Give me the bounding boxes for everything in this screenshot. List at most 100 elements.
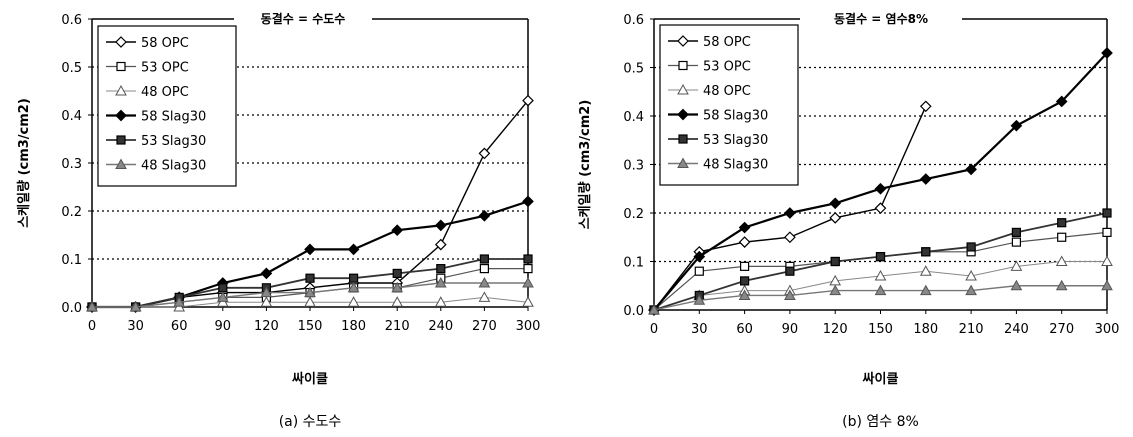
x-tick-label: 60: [736, 322, 753, 337]
legend-label: 58 OPC: [703, 35, 751, 50]
marker-s4-p5: [875, 252, 886, 262]
x-axis-title: 싸이클: [863, 371, 899, 387]
marker-s1-p9: [1057, 232, 1067, 242]
y-tick-label: 0.5: [623, 62, 644, 77]
x-tick-label: 120: [254, 319, 279, 334]
legend-label: 48 Slag30: [141, 159, 206, 174]
y-tick-label: 0.4: [61, 109, 82, 124]
marker-s4-p9: [479, 254, 489, 264]
chart-1: 동결수 = 염수8% 0.0 0.1 0.2 0.3 0.4 0.5 0.6 0 30 60 90 12…: [578, 11, 1119, 430]
marker-s2-p4: [260, 296, 273, 307]
marker-s2-p6: [919, 265, 932, 276]
legend-label: 53 Slag30: [141, 134, 206, 149]
x-tick-label: 60: [171, 319, 188, 334]
marker-s5-p2: [738, 289, 751, 300]
marker-s5-p7: [391, 281, 404, 293]
marker-s3-p5: [304, 243, 316, 256]
marker-s2-p10: [522, 296, 534, 307]
chart-0: 동결수 = 수도수 0.0 0.1 0.2 0.3 0.4 0.5 0.6 0 30 60 90 120…: [17, 11, 540, 430]
marker-s5-p1: [693, 294, 706, 305]
marker-s0-p5: [874, 202, 887, 214]
legend-label: 48 OPC: [141, 85, 189, 100]
marker-s3-p9: [478, 209, 491, 222]
x-tick-label: 150: [298, 319, 323, 334]
marker-s1-plegend: [678, 60, 688, 71]
marker-s4-plegend: [116, 135, 126, 145]
marker-s5-p8: [434, 276, 447, 288]
y-tick-label: 0.5: [61, 61, 82, 76]
marker-s1-p2: [739, 261, 750, 271]
marker-s5-p5: [304, 286, 316, 298]
x-tick-label: 210: [385, 319, 410, 334]
legend-label: 53 OPC: [703, 60, 751, 75]
marker-s0-p9: [478, 147, 491, 160]
marker-s1-p9: [479, 264, 489, 274]
marker-s5-plegend: [115, 158, 127, 169]
marker-s0-plegend: [677, 35, 689, 47]
marker-s2-p8: [1010, 260, 1023, 271]
legend-label: 58 OPC: [141, 36, 189, 51]
marker-s1-p8: [1011, 237, 1022, 247]
marker-s2-p9: [1055, 255, 1068, 266]
x-tick-label: 180: [913, 322, 938, 337]
marker-s5-p6: [347, 281, 360, 293]
marker-s2-p8: [434, 296, 447, 307]
marker-s5-p5: [874, 284, 887, 296]
marker-s4-p6: [349, 273, 359, 283]
marker-s2-p10: [1101, 255, 1113, 266]
marker-s4-p10: [523, 254, 533, 264]
marker-s5-p4: [829, 284, 842, 296]
marker-s1-p10: [523, 264, 533, 274]
marker-s3-p4: [829, 197, 842, 210]
marker-s3-p7: [965, 163, 977, 176]
legend-label: 58 Slag30: [703, 109, 768, 124]
legend-label: 48 OPC: [703, 84, 751, 99]
y-tick-label: 0.3: [623, 159, 644, 174]
x-tick-label: 270: [1049, 322, 1074, 337]
y-tick-label: 0.1: [61, 253, 82, 268]
marker-s5-p10: [522, 276, 534, 288]
y-tick-label: 0.2: [61, 205, 82, 220]
marker-s1-plegend: [116, 61, 126, 72]
x-tick-label: 120: [823, 322, 848, 337]
marker-s2-p7: [391, 296, 404, 307]
x-axis-title: 싸이클: [292, 371, 328, 387]
x-tick-label: 240: [1004, 322, 1029, 337]
plot-title: 동결수 = 수도수: [261, 11, 346, 26]
y-tick-label: 0.0: [61, 301, 82, 316]
marker-s3-p7: [391, 224, 404, 237]
marker-s4-p9: [1057, 218, 1067, 228]
marker-s0-p2: [738, 236, 751, 248]
x-tick-label: 240: [428, 319, 453, 334]
y-tick-label: 0.6: [61, 13, 82, 28]
marker-s2-plegend: [677, 83, 689, 95]
series-group: [86, 94, 534, 313]
marker-s4-p8: [1011, 227, 1022, 237]
marker-s2-plegend: [115, 84, 127, 96]
marker-s5-p0: [86, 300, 98, 312]
x-tick-label: 270: [472, 319, 497, 334]
y-tick-label: 0.4: [623, 110, 644, 125]
marker-s2-p9: [478, 291, 491, 302]
marker-s5-p8: [1010, 279, 1023, 291]
marker-s4-p7: [966, 242, 976, 252]
x-tick-label: 0: [88, 319, 96, 334]
marker-s5-p3: [216, 291, 229, 302]
marker-s5-p9: [478, 276, 491, 288]
marker-s5-p1: [129, 300, 142, 312]
x-tick-label: 180: [341, 319, 366, 334]
x-tick-label: 210: [959, 322, 984, 337]
y-tick-label: 0.2: [623, 207, 644, 222]
marker-s3-plegend: [677, 108, 689, 121]
x-tick-label: 150: [868, 322, 893, 337]
marker-s2-p5: [874, 270, 887, 281]
marker-s2-p7: [965, 270, 977, 281]
marker-s3-plegend: [115, 109, 127, 122]
marker-s5-p3: [784, 289, 796, 300]
marker-s5-p7: [965, 284, 977, 296]
marker-s5-p0: [648, 303, 660, 315]
legend: 58 OPC 53 OPC 48 OPC 58 Slag30 53 Slag30 48 S…: [97, 25, 237, 187]
series-group: [648, 47, 1113, 316]
legend-label: 53 Slag30: [703, 133, 768, 148]
marker-s0-p6: [919, 100, 932, 113]
